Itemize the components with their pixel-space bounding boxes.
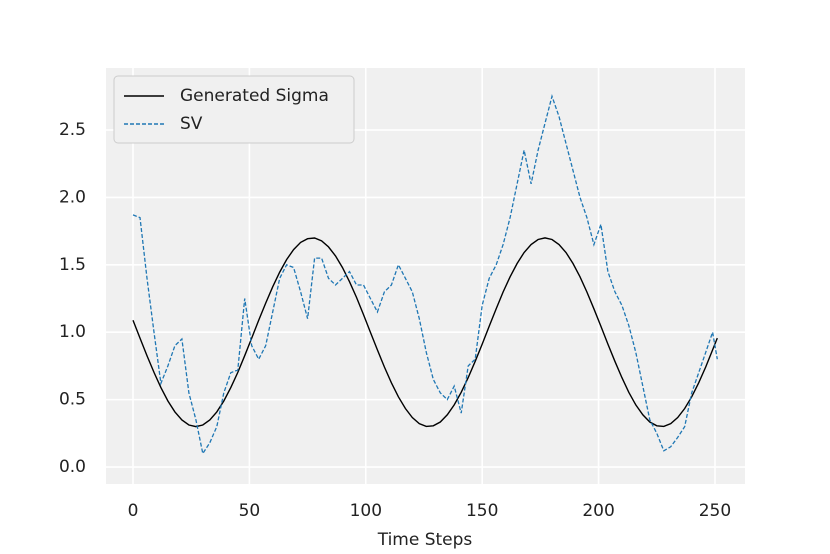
x-axis-label: Time Steps xyxy=(377,530,473,550)
legend-label: Generated Sigma xyxy=(180,86,329,106)
y-tick-label: 1.5 xyxy=(59,255,86,275)
y-tick-label: 0.5 xyxy=(59,390,86,410)
x-tick-label: 200 xyxy=(582,501,614,521)
legend-box xyxy=(113,75,355,144)
series-line xyxy=(132,94,718,456)
y-tick-label: 2.5 xyxy=(59,120,86,140)
x-tick-label: 250 xyxy=(699,501,731,521)
series-line xyxy=(132,237,718,428)
legend-label: SV xyxy=(180,114,203,134)
x-tick-label: 0 xyxy=(128,501,139,521)
y-tick-label: 0.0 xyxy=(59,457,86,477)
x-tick-label: 150 xyxy=(466,501,498,521)
y-tick-label: 2.0 xyxy=(59,187,86,207)
y-tick-label: 1.0 xyxy=(59,322,86,342)
x-tick-label: 50 xyxy=(239,501,261,521)
x-tick-label: 100 xyxy=(350,501,382,521)
